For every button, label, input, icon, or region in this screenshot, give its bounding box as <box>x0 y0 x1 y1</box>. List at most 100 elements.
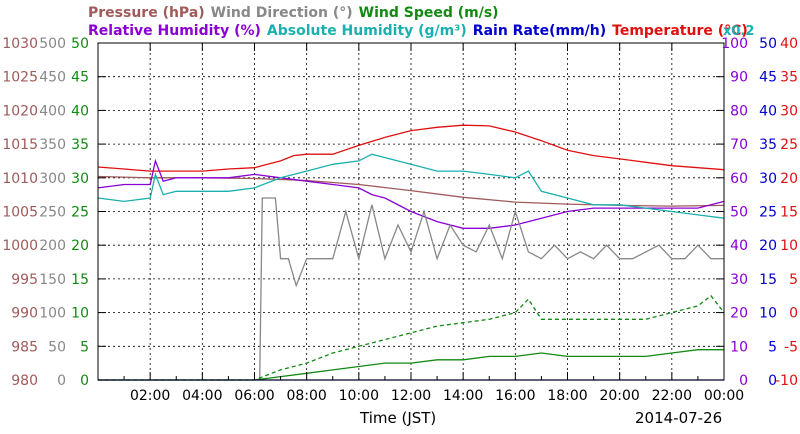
y-tick-label-rain_rate: 5 <box>768 339 777 355</box>
y-tick-label-wind_speed: 35 <box>71 137 89 153</box>
y-tick-label-rain_rate: 0 <box>768 373 777 389</box>
x-axis-label: Time (JST) <box>359 409 436 427</box>
y-tick-label-rain_rate: 15 <box>759 272 777 288</box>
y-tick-label-rain_rate: 30 <box>759 171 777 187</box>
plot-grid <box>98 43 724 380</box>
y-tick-label-wind_direction: 300 <box>39 171 66 187</box>
y-tick-label-wind_speed: 30 <box>71 171 89 187</box>
x-tick-label: 00:00 <box>704 388 744 404</box>
x-tick-label: 10:00 <box>339 388 379 404</box>
y-tick-label-temperature: 25 <box>780 137 798 153</box>
y-tick-label-temperature: -10 <box>775 373 798 389</box>
y-tick-label-pressure: 985 <box>11 339 38 355</box>
y-tick-label-wind_direction: 200 <box>39 238 66 254</box>
x-tick-label: 16:00 <box>495 388 535 404</box>
y-tick-label-wind_direction: 100 <box>39 306 66 322</box>
y-tick-label-wind_speed: 40 <box>71 103 89 119</box>
header-line-1: Pressure (hPa) Wind Direction (°) Wind Spe… <box>88 5 499 21</box>
x-tick-label: 20:00 <box>599 388 639 404</box>
series-wind-speed-m-s <box>98 349 724 381</box>
y-tick-label-pressure: 1005 <box>2 205 38 221</box>
y-tick-label-temperature: 0 <box>789 306 798 322</box>
y-tick-label-rain_rate: 40 <box>759 103 777 119</box>
y-tick-label-temperature: 10 <box>780 238 798 254</box>
y-tick-label-pressure: 995 <box>11 272 38 288</box>
y-tick-label-wind_direction: 50 <box>48 339 66 355</box>
y-tick-label-rain_rate: 35 <box>759 137 777 153</box>
y-tick-label-rain_rate: 25 <box>759 205 777 221</box>
chart-date: 2014-07-26 <box>635 409 722 427</box>
y-tick-label-wind_speed: 10 <box>71 306 89 322</box>
header-label: Rain Rate(mm/h) <box>473 23 606 39</box>
x-tick-label: 02:00 <box>130 388 170 404</box>
x-tick-label: 06:00 <box>234 388 274 404</box>
series-temperature-c <box>97 124 725 172</box>
y-tick-label-pressure: 1030 <box>2 36 38 52</box>
y-tick-label-wind_speed: 20 <box>71 238 89 254</box>
series-wind-speed-gust-m-s <box>98 294 725 381</box>
series-wind-direction <box>259 197 724 381</box>
y-tick-label-pressure: 990 <box>11 306 38 322</box>
x-tick-label: 22:00 <box>652 388 692 404</box>
x-tick-label: 12:00 <box>391 388 431 404</box>
y-tick-label-humidity: 10 <box>730 339 748 355</box>
y-tick-label-wind_direction: 150 <box>39 272 66 288</box>
series-relative-humidity <box>97 158 725 229</box>
series-absolute-humidity-g-m <box>97 153 725 219</box>
header-label: Absolute Humidity (g/m³) <box>267 23 467 39</box>
y-tick-label-wind_direction: 500 <box>39 36 66 52</box>
y-tick-label-wind_direction: 400 <box>39 103 66 119</box>
left-axes: 9809859909951000100510101015102010251030… <box>2 36 89 389</box>
y-tick-label-rain_rate: 20 <box>759 238 777 254</box>
x-tick-label: 08:00 <box>286 388 326 404</box>
y-tick-label-humidity: 50 <box>730 205 748 221</box>
y-tick-label-humidity: 0 <box>739 373 748 389</box>
y-tick-label-temperature: 5 <box>789 272 798 288</box>
ah-multiplier-label: x0.2 <box>723 24 754 39</box>
y-tick-label-humidity: 20 <box>730 306 748 322</box>
y-tick-label-pressure: 1025 <box>2 70 38 86</box>
y-tick-label-humidity: 100 <box>721 36 748 52</box>
y-tick-label-wind_speed: 5 <box>80 339 89 355</box>
y-tick-label-humidity: 60 <box>730 171 748 187</box>
y-tick-label-temperature: 30 <box>780 103 798 119</box>
y-tick-label-wind_direction: 450 <box>39 70 66 86</box>
y-tick-label-temperature: 40 <box>780 36 798 52</box>
x-axis-ticks: 02:00 04:00 06:00 08:00 10:00 12:00 14:00 16:00… <box>98 43 744 404</box>
y-tick-label-pressure: 1020 <box>2 103 38 119</box>
y-tick-label-wind_speed: 15 <box>71 272 89 288</box>
x-tick-label: 14:00 <box>443 388 483 404</box>
y-tick-label-humidity: 40 <box>730 238 748 254</box>
header-label: Temperature (°C) <box>612 23 748 39</box>
header-label: Relative Humidity (%) <box>88 23 261 39</box>
y-tick-label-wind_direction: 0 <box>57 373 66 389</box>
y-tick-label-rain_rate: 50 <box>759 36 777 52</box>
header-label: Pressure (hPa) <box>88 5 205 21</box>
y-tick-label-wind_speed: 25 <box>71 205 89 221</box>
y-tick-label-pressure: 1000 <box>2 238 38 254</box>
y-tick-label-temperature: 20 <box>780 171 798 187</box>
header-label: Wind Speed (m/s) <box>359 5 499 21</box>
y-tick-label-wind_speed: 50 <box>71 36 89 52</box>
y-tick-label-temperature: 35 <box>780 70 798 86</box>
right-axes: 0102030405060708090100051015202530354045… <box>721 36 798 389</box>
x-tick-label: 18:00 <box>547 388 587 404</box>
y-tick-label-rain_rate: 10 <box>759 306 777 322</box>
x-tick-label: 04:00 <box>182 388 222 404</box>
y-tick-label-wind_speed: 0 <box>80 373 89 389</box>
y-tick-label-temperature: -5 <box>784 339 798 355</box>
y-tick-label-wind_direction: 250 <box>39 205 66 221</box>
y-tick-label-humidity: 30 <box>730 272 748 288</box>
y-tick-label-wind_speed: 45 <box>71 70 89 86</box>
y-tick-label-humidity: 90 <box>730 70 748 86</box>
y-tick-label-pressure: 980 <box>11 373 38 389</box>
y-tick-label-humidity: 70 <box>730 137 748 153</box>
y-tick-label-pressure: 1015 <box>2 137 38 153</box>
y-tick-label-pressure: 1010 <box>2 171 38 187</box>
y-tick-label-rain_rate: 45 <box>759 70 777 86</box>
header-label: Wind Direction (°) <box>211 5 353 21</box>
y-tick-label-humidity: 80 <box>730 103 748 119</box>
header-line-2: Relative Humidity (%) Absolute Humidity (… <box>88 23 748 39</box>
y-tick-label-temperature: 15 <box>780 205 798 221</box>
